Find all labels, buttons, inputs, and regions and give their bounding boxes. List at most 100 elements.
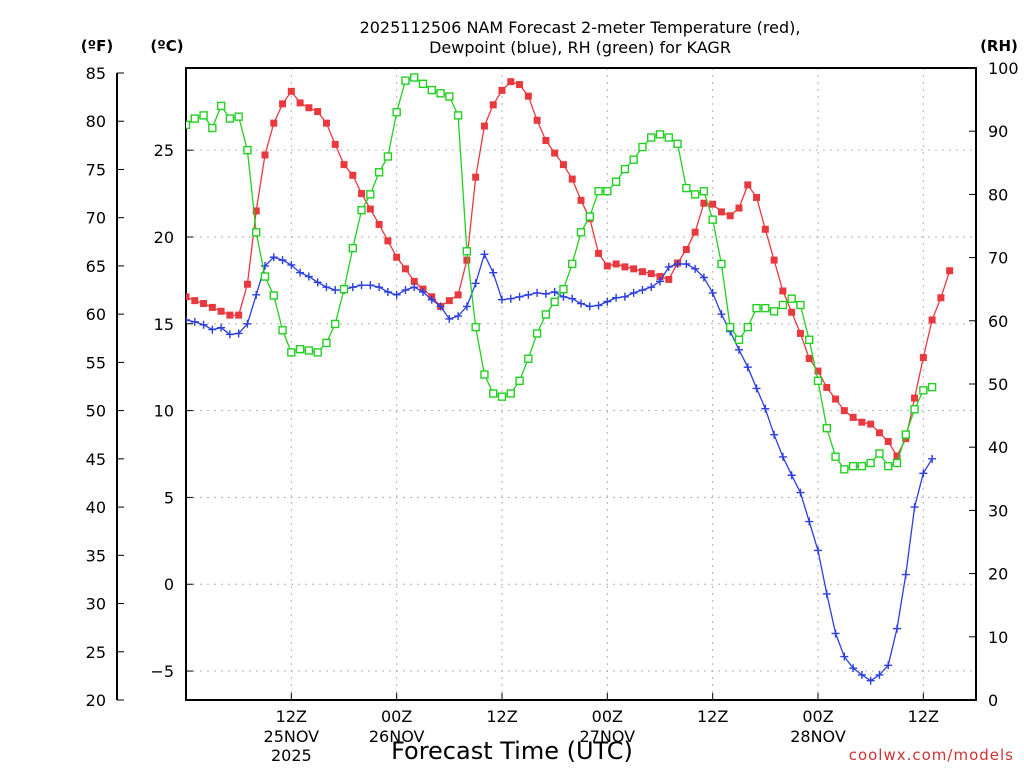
rh-point — [831, 452, 840, 461]
f-tick-label: 65 — [86, 257, 106, 276]
temperature-point — [867, 420, 875, 428]
dewpoint-point — [498, 295, 506, 304]
f-tick-label: 55 — [86, 353, 106, 372]
temperature-point — [911, 394, 919, 402]
dewpoint-point — [541, 289, 550, 298]
temperature-point — [226, 311, 234, 319]
temperature-point — [524, 92, 532, 100]
dewpoint-point — [875, 670, 884, 679]
unit-label-celsius: (ºC) — [150, 37, 183, 55]
temperature-point — [191, 297, 199, 305]
rh-point — [401, 76, 410, 85]
dewpoint-point — [208, 325, 217, 334]
temperature-point — [682, 246, 690, 254]
rh-tick-label: 70 — [988, 249, 1008, 268]
rh-point — [927, 382, 937, 392]
dewpoint-point — [454, 312, 463, 321]
temperature-point — [542, 137, 550, 145]
temperature-point — [577, 196, 585, 204]
rh-line — [186, 76, 933, 471]
temperature-point — [595, 249, 603, 257]
dewpoint-point — [401, 286, 410, 295]
temperature-point — [875, 429, 883, 437]
dewpoint-point — [568, 294, 577, 303]
temperature-point — [779, 287, 787, 295]
dewpoint-point — [831, 629, 840, 638]
dewpoint-point — [708, 288, 717, 297]
temperature-point — [507, 78, 515, 86]
temperature-point — [463, 256, 471, 264]
rh-point — [304, 346, 314, 355]
dewpoint-point — [313, 278, 322, 287]
temperature-point — [384, 237, 392, 245]
dewpoint-point — [489, 268, 498, 277]
dewpoint-point — [796, 488, 805, 497]
temperature-point — [840, 407, 848, 415]
temperature-point — [331, 140, 339, 148]
temperature-point — [340, 161, 348, 169]
dewpoint-point — [778, 452, 787, 461]
temperature-point — [612, 260, 620, 268]
rh-point — [480, 370, 489, 379]
dewpoint-point — [620, 292, 629, 301]
dewpoint-point — [269, 253, 278, 262]
rh-point — [295, 345, 305, 354]
rh-point — [822, 424, 831, 433]
rh-point — [813, 376, 823, 386]
rh-point — [761, 303, 770, 313]
rh-point — [919, 386, 928, 395]
rh-point — [313, 348, 322, 357]
dewpoint-point — [278, 256, 287, 265]
rh-point — [436, 89, 445, 98]
temperature-point — [200, 300, 208, 308]
temperature-point — [445, 297, 453, 305]
dewpoint-point — [471, 279, 480, 288]
rh-point — [322, 338, 331, 348]
rh-point — [690, 190, 700, 199]
rh-point — [550, 297, 559, 307]
dewpoint-point — [603, 297, 612, 306]
temperature-point — [516, 81, 524, 89]
credit-text: coolwx.com/models — [849, 746, 1014, 764]
rh-point — [199, 111, 208, 120]
dewpoint-point — [673, 259, 682, 268]
rh-point — [778, 300, 788, 310]
temperature-point — [753, 193, 761, 201]
rh-point — [576, 228, 586, 237]
dewpoint-point — [910, 503, 919, 512]
rh-point — [541, 310, 551, 319]
rh-tick-label: 40 — [988, 438, 1008, 457]
c-tick-label: 10 — [154, 402, 174, 421]
dewpoint-point — [893, 624, 901, 633]
rh-point — [638, 142, 647, 152]
rh-point — [875, 449, 884, 458]
dewpoint-point — [366, 281, 375, 290]
x-tick-label: 12Z — [276, 707, 307, 726]
rh-point — [216, 101, 226, 111]
rh-point — [489, 389, 498, 398]
dewpoint-point — [857, 670, 866, 679]
temperature-point — [691, 228, 699, 236]
temperature-point — [375, 220, 383, 228]
rh-point — [796, 300, 805, 310]
rh-point — [734, 335, 744, 344]
dewpoint-point — [199, 320, 208, 329]
c-tick-label: −5 — [150, 662, 174, 681]
dewpoint-point — [296, 268, 305, 277]
rh-point — [357, 205, 366, 215]
dewpoint-point — [919, 469, 928, 478]
dewpoint-point — [805, 517, 814, 526]
dewpoint-point — [840, 652, 849, 661]
temperature-point — [568, 175, 576, 183]
rh-point — [629, 155, 638, 164]
dewpoint-point — [524, 290, 533, 299]
temperature-point — [937, 294, 945, 302]
temperature-point — [243, 280, 251, 288]
f-tick-label: 25 — [86, 643, 106, 662]
dewpoint-point — [585, 302, 594, 311]
dewpoint-point — [410, 283, 419, 292]
dewpoint-point — [375, 283, 384, 292]
temperature-point — [261, 151, 269, 159]
series-rh — [186, 73, 937, 474]
